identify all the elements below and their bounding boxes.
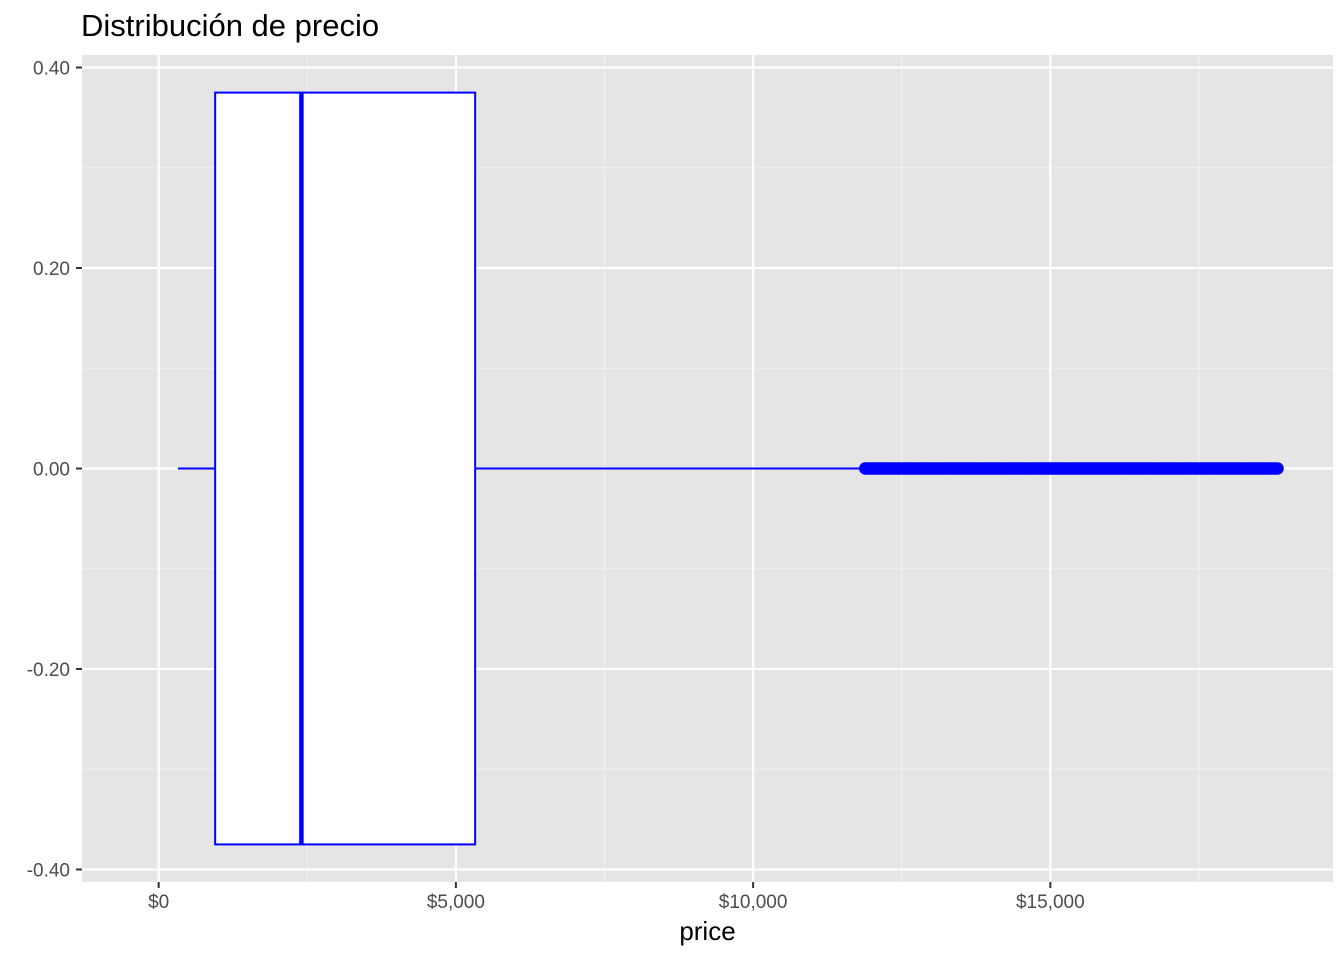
boxplot-marks (178, 91, 1284, 846)
y-tick-label: 0.00 (33, 460, 70, 481)
x-tick-label: $10,000 (719, 892, 788, 913)
y-tick-label: -0.20 (27, 660, 70, 681)
x-tick-label: $5,000 (427, 892, 485, 913)
x-axis-title: price (679, 916, 735, 946)
x-tick-label: $0 (148, 892, 169, 913)
y-tick-label: -0.40 (27, 860, 70, 881)
y-tick-label: 0.40 (33, 59, 70, 80)
y-tick-label: 0.20 (33, 259, 70, 280)
x-tick-label: $15,000 (1016, 892, 1085, 913)
axes: 0.40 0.20 0.00 -0.20 -0.40 $0 $5,000 $10,000 $15… (27, 59, 1085, 913)
chart-title: Distribución de precio (81, 8, 380, 43)
interquartile-box (214, 91, 477, 846)
outlier-point (1271, 462, 1284, 475)
